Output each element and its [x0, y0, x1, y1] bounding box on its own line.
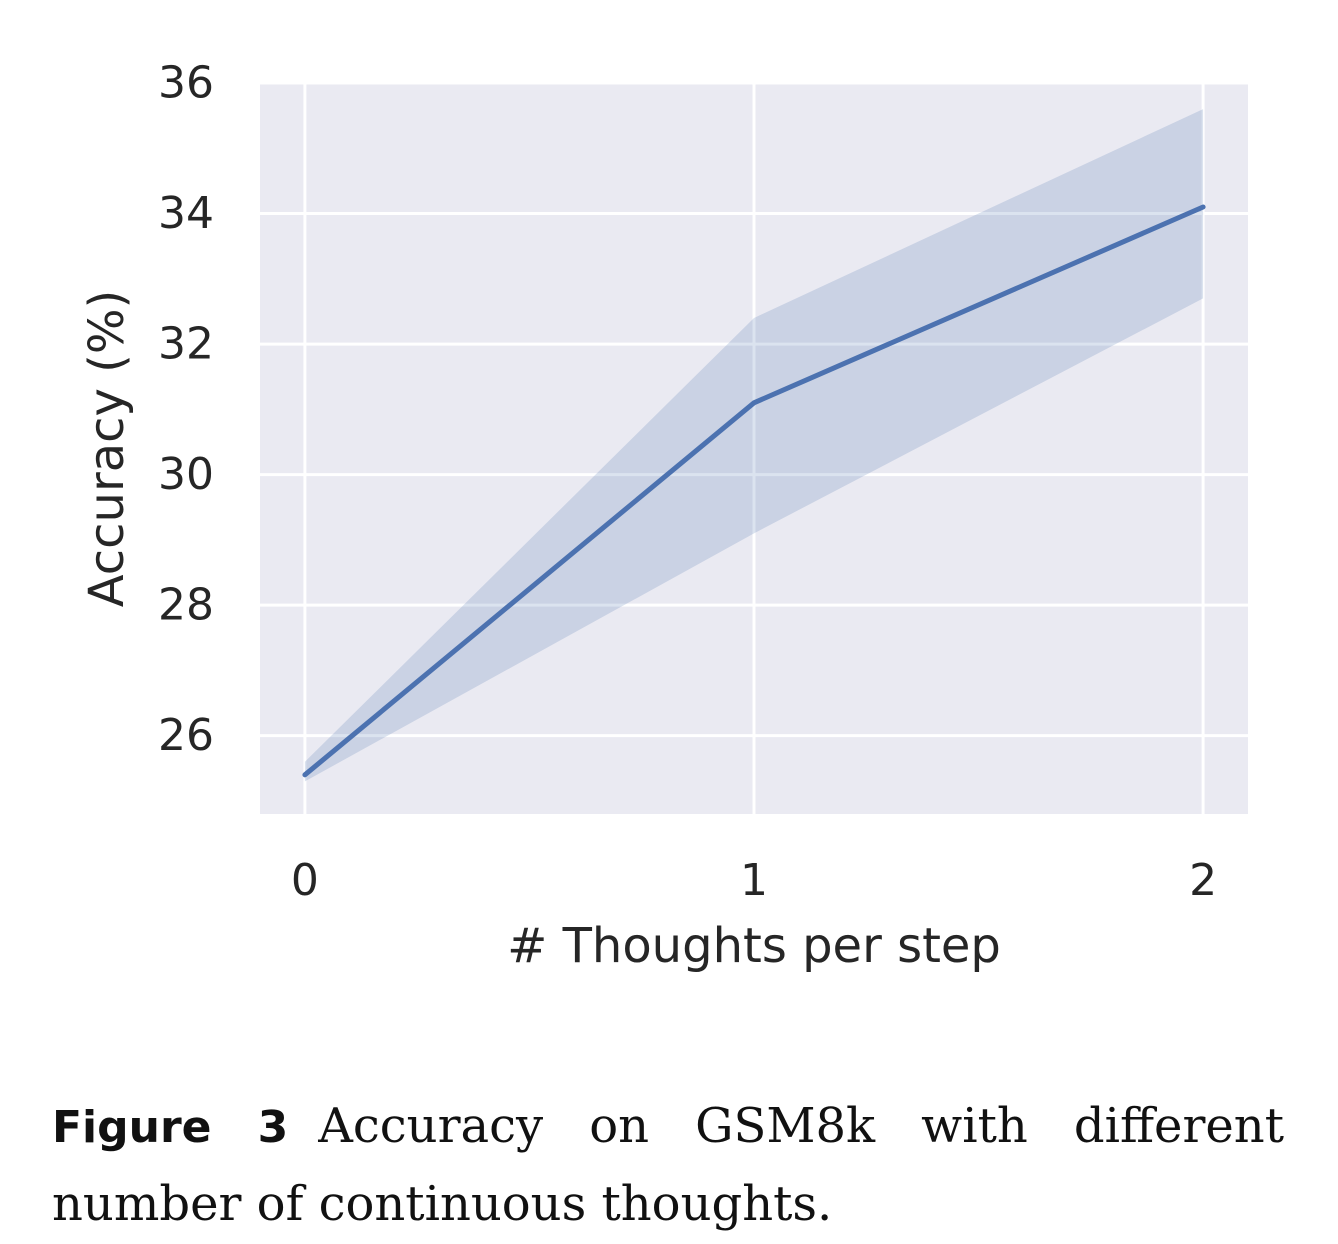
y-tick-labels: 26 28 30 32 34 36 [158, 58, 214, 762]
chart: 26 28 30 32 34 36 0 1 2 # Thoughts per step Acc… [79, 58, 1248, 974]
x-tick-label: 2 [1189, 855, 1217, 906]
y-tick-label: 36 [158, 58, 214, 109]
series-line [302, 204, 1206, 778]
y-tick-label: 30 [158, 449, 214, 500]
x-tick-labels: 0 1 2 [291, 855, 1217, 906]
y-tick-label: 28 [158, 580, 214, 631]
y-tick-label: 26 [158, 710, 214, 761]
y-tick-label: 34 [158, 188, 214, 239]
figure-caption: Figure 3 Accuracy on GSM8k with different… [52, 1088, 1284, 1242]
x-axis-label: # Thoughts per step [507, 918, 1001, 974]
confidence-band [304, 109, 1204, 782]
y-tick-label: 32 [158, 319, 214, 370]
caption-text: Accuracy on GSM8k with different number … [52, 1098, 1285, 1232]
y-axis-label: Accuracy (%) [79, 290, 135, 607]
x-tick-label: 1 [740, 855, 768, 906]
figure-label: Figure 3 [52, 1102, 289, 1153]
x-tick-label: 0 [291, 855, 319, 906]
